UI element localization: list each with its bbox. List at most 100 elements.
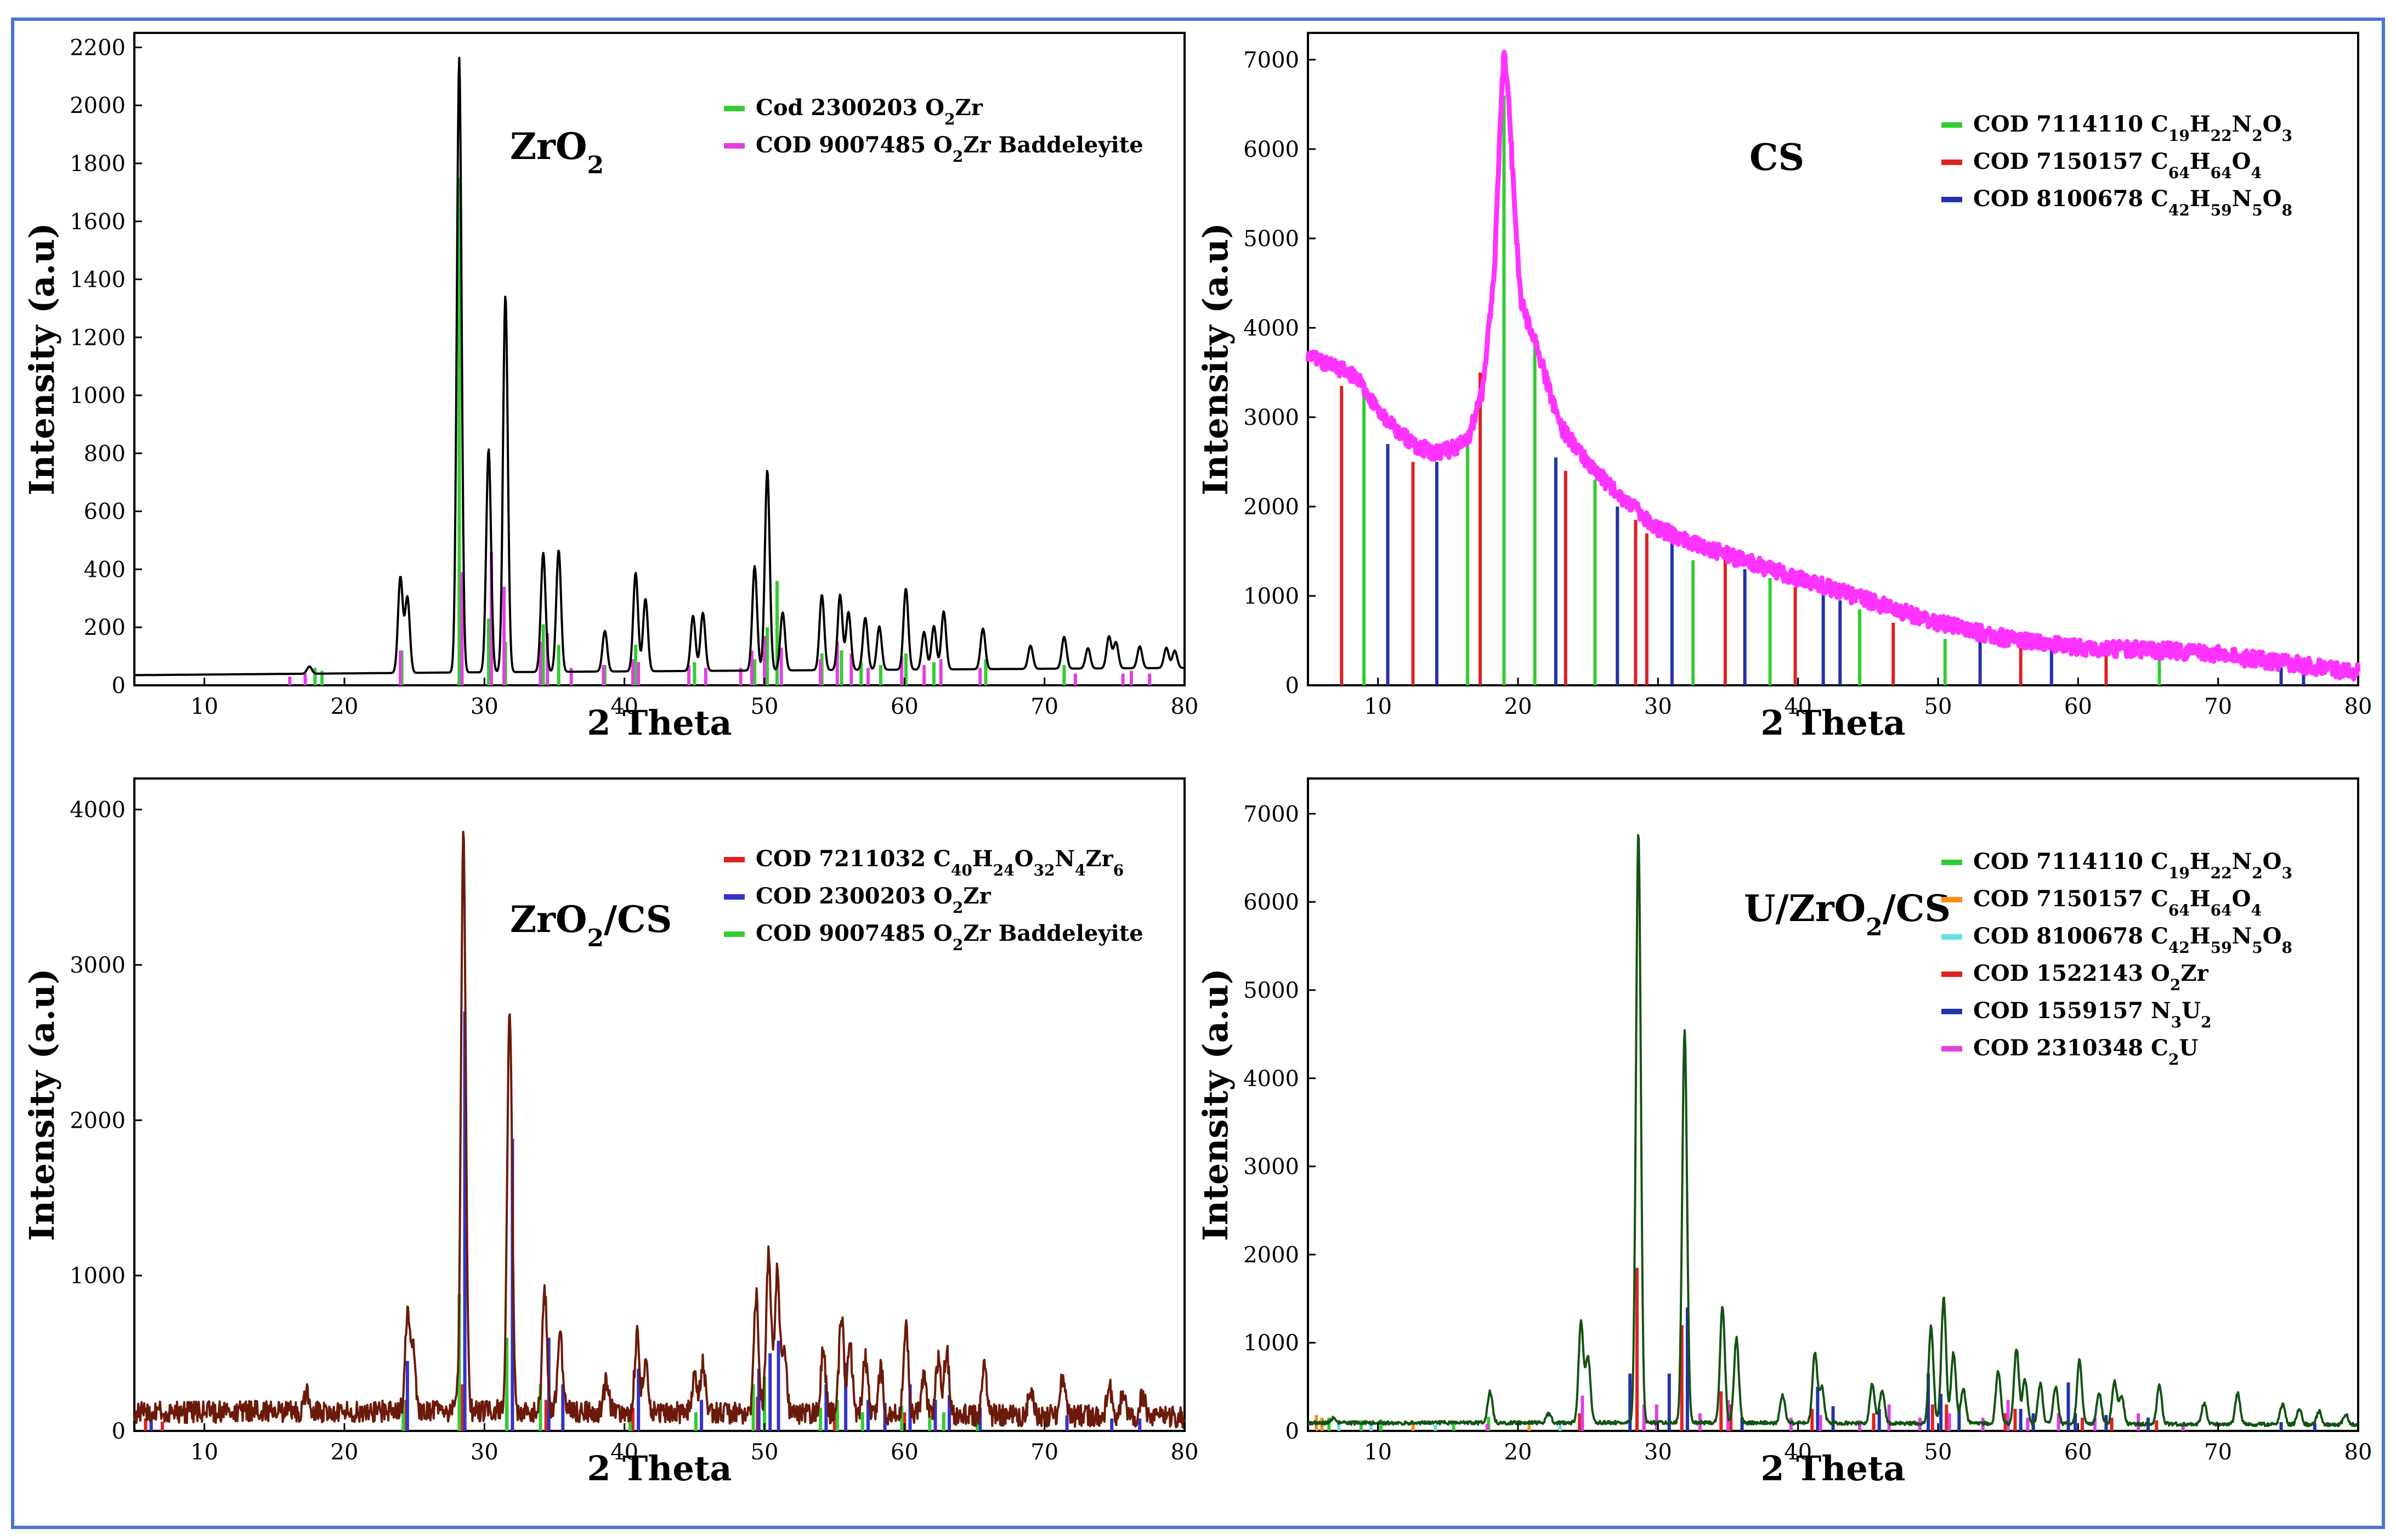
y-axis: 0 1000 2000 3000 4000 <box>70 798 142 1444</box>
legend-label: COD 7211032 C40H24O32N4Zr6 <box>756 846 1124 879</box>
y-tick-label: 800 <box>84 441 126 467</box>
x-tick-label: 50 <box>1924 694 1952 719</box>
y-tick-label: 2000 <box>1243 1242 1299 1268</box>
x-tick-label: 80 <box>1171 694 1199 719</box>
x-tick-label: 80 <box>2344 1440 2372 1465</box>
x-tick-label: 30 <box>1644 694 1672 719</box>
x-axis: 10 20 30 40 50 60 70 80 <box>190 1423 1198 1465</box>
x-tick-label: 60 <box>2064 694 2092 719</box>
x-axis: 10 20 30 40 50 60 70 80 <box>190 678 1198 719</box>
x-tick-label: 40 <box>610 1440 638 1465</box>
y-axis-title: Intensity (a.u) <box>1196 968 1236 1241</box>
y-axis: 0 1000 2000 3000 4000 5000 6000 7000 <box>1243 48 1316 698</box>
y-axis: 0 1000 2000 3000 4000 5000 6000 7000 <box>1243 802 1316 1444</box>
y-tick-label: 7000 <box>1243 802 1299 827</box>
plot-area <box>133 32 1186 686</box>
x-tick-label: 30 <box>1644 1440 1672 1465</box>
legend-label: COD 1522143 O2Zr <box>1973 961 2209 994</box>
legend: COD 7114110 C19H22N2O3 COD 7150157 C64H64… <box>1941 849 2292 1069</box>
legend-label: COD 7114110 C19H22N2O3 <box>1973 111 2292 145</box>
x-tick-label: 60 <box>2064 1440 2092 1465</box>
legend-label: COD 7150157 C64H64O4 <box>1973 149 2262 182</box>
y-tick-label: 1000 <box>1243 584 1299 609</box>
series-line <box>1307 834 2359 1428</box>
y-tick-label: 6000 <box>1243 890 1299 915</box>
x-tick-label: 40 <box>1784 1440 1812 1465</box>
x-tick-label: 50 <box>1924 1440 1952 1465</box>
y-tick-label: 5000 <box>1243 978 1299 1003</box>
y-tick-label: 4000 <box>1243 1066 1299 1092</box>
y-axis: 0 200 400 600 800 1000 1200 1400 1600 1800 2000 220… <box>70 35 142 698</box>
x-tick-label: 80 <box>2344 694 2372 719</box>
x-tick-label: 10 <box>190 694 218 719</box>
y-tick-label: 2000 <box>1243 495 1299 520</box>
x-axis: 10 20 30 40 50 60 70 80 <box>1364 678 2372 719</box>
y-tick-label: 2000 <box>70 93 126 118</box>
y-tick-label: 600 <box>84 499 126 525</box>
x-axis-title: 2 Theta <box>587 703 732 743</box>
y-tick-label: 1000 <box>70 1264 126 1289</box>
x-tick-label: 10 <box>190 1440 218 1465</box>
y-tick-label: 1000 <box>70 383 126 408</box>
panel-zro2-cs: 10 20 30 40 50 60 70 80 0 1000 2000 3000 4000 2 Theta… <box>22 777 1198 1488</box>
legend-label: COD 1559157 N3U2 <box>1973 998 2211 1031</box>
stick-group-3 <box>1386 444 2306 685</box>
panel-title: ZrO2/CS <box>510 898 672 952</box>
y-tick-label: 1800 <box>70 151 126 177</box>
x-tick-label: 30 <box>471 694 499 719</box>
legend-label: COD 8100678 C42H59N5O8 <box>1973 923 2292 957</box>
y-tick-label: 400 <box>84 557 126 582</box>
y-tick-label: 0 <box>1285 673 1299 698</box>
y-tick-label: 3000 <box>1243 1155 1299 1180</box>
panel-zro2: 10 20 30 40 50 60 70 80020040060080010001200140… <box>22 32 1198 743</box>
y-tick-label: 6000 <box>1243 137 1299 162</box>
y-tick-label: 2200 <box>70 35 126 60</box>
stick-group-2 <box>288 552 1152 685</box>
series-line <box>134 56 1185 677</box>
y-tick-label: 0 <box>112 1419 126 1444</box>
legend-label: COD 2300203 O2Zr <box>756 883 992 917</box>
panel-title: ZrO2 <box>510 125 604 179</box>
y-tick-label: 2000 <box>70 1108 126 1133</box>
x-tick-label: 40 <box>610 694 638 719</box>
legend-label: Cod 2300203 O2Zr <box>756 95 983 128</box>
legend-label: COD 7150157 C64H64O4 <box>1973 886 2262 919</box>
y-tick-label: 5000 <box>1243 226 1299 252</box>
panel-title: CS <box>1749 136 1804 179</box>
x-tick-label: 70 <box>2204 694 2232 719</box>
legend-label: COD 9007485 O2Zr Baddeleyite <box>756 920 1143 954</box>
x-tick-label: 20 <box>1504 1440 1532 1465</box>
x-tick-label: 20 <box>331 694 359 719</box>
y-tick-label: 200 <box>84 615 126 640</box>
series-line <box>1305 49 2361 682</box>
plot-area <box>1307 777 2359 1432</box>
legend: Cod 2300203 O2Zr COD 9007485 O2Zr Baddele… <box>724 95 1143 166</box>
panel-u-zro2-cs: 10 20 30 40 50 60 70 80 0 1000 2000 3000 4000 5000 600… <box>1196 777 2372 1488</box>
legend-label: COD 8100678 C42H59N5O8 <box>1973 186 2292 219</box>
y-tick-label: 3000 <box>1243 405 1299 430</box>
plot-area <box>1307 32 2359 686</box>
y-tick-label: 0 <box>112 673 126 698</box>
x-tick-label: 60 <box>891 1440 919 1465</box>
x-tick-label: 70 <box>1030 1440 1058 1465</box>
legend: COD 7211032 C40H24O32N4Zr6 COD 2300203 O2… <box>724 846 1143 954</box>
stick-group-1 <box>313 178 1066 685</box>
y-axis-title: Intensity (a.u) <box>1196 223 1236 495</box>
stick-group-1 <box>1362 95 2161 685</box>
x-tick-label: 50 <box>751 1440 779 1465</box>
x-axis-title: 2 Theta <box>1760 1448 1905 1488</box>
x-axis: 10 20 30 40 50 60 70 80 <box>1364 1423 2372 1465</box>
y-tick-label: 1400 <box>70 268 126 293</box>
stick-group-4 <box>1578 1268 2159 1431</box>
legend-label: COD 2310348 C2U <box>1973 1035 2198 1069</box>
y-tick-label: 7000 <box>1243 48 1299 73</box>
y-tick-label: 1000 <box>1243 1331 1299 1356</box>
panel-title: U/ZrO2/CS <box>1744 887 1951 941</box>
y-tick-label: 3000 <box>70 953 126 978</box>
x-tick-label: 10 <box>1364 694 1392 719</box>
x-tick-label: 10 <box>1364 1440 1392 1465</box>
x-tick-label: 20 <box>331 1440 359 1465</box>
y-tick-label: 4000 <box>1243 316 1299 341</box>
x-tick-label: 30 <box>471 1440 499 1465</box>
y-tick-label: 1200 <box>70 325 126 350</box>
